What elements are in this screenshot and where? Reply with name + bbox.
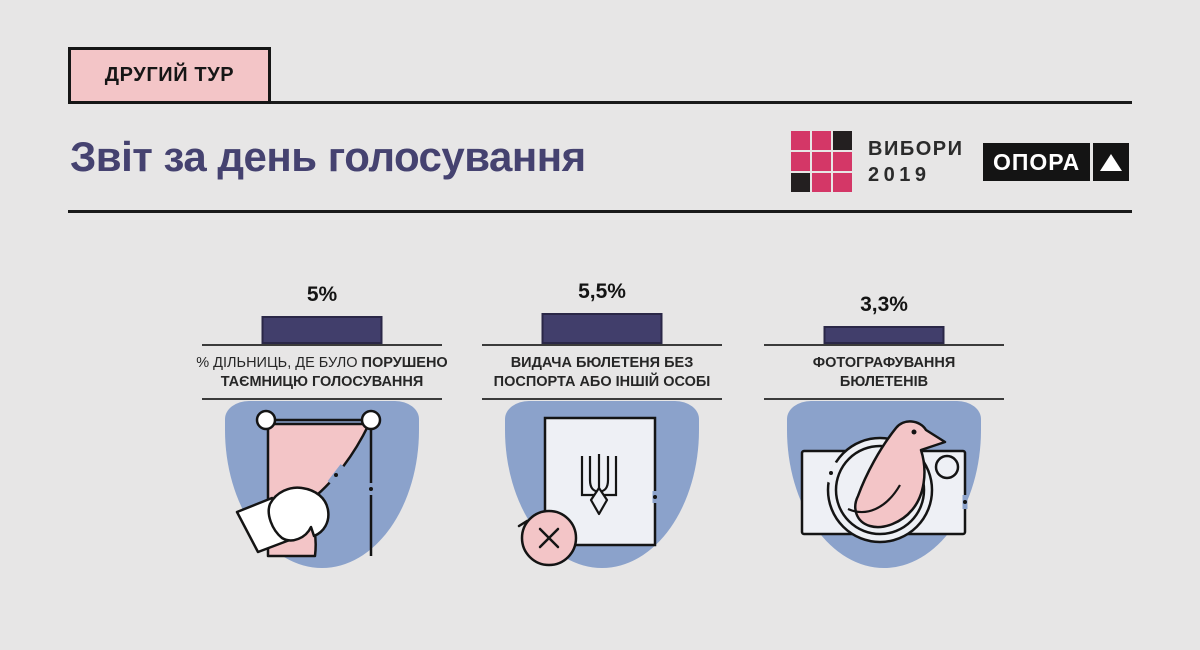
stat-column-ballot: 5,5% ВИДАЧА БЮЛЕТЕНЯ БЕЗ ПОСПОРТА АБО ІН… <box>482 280 722 590</box>
vybory-grid-cell <box>833 131 852 150</box>
opora-logo-label: ОПОРА <box>983 143 1091 181</box>
stat-value: 5,5% <box>578 280 626 303</box>
stat-column-photo: 3,3% ФОТОГРАФУВАННЯ БЮЛЕТЕНІВ <box>764 285 1004 590</box>
vybory-logo-text: ВИБОРИ 2019 <box>868 136 963 188</box>
top-divider <box>68 101 1132 104</box>
axis-line <box>202 344 442 346</box>
blue-arch <box>505 401 699 568</box>
vybory-grid-cell <box>812 152 831 171</box>
vybory-grid-cell <box>791 173 810 192</box>
header-divider <box>68 210 1132 213</box>
stat-caption: % ДІЛЬНИЦЬ, ДЕ БУЛО ПОРУШЕНО ТАЄМНИЦЮ ГО… <box>186 354 458 392</box>
bar-chart-photo: 3,3% <box>764 285 1004 344</box>
caption-bold: ПОРУШЕНО <box>361 355 448 371</box>
vybory-logo-line1: ВИБОРИ <box>868 137 964 160</box>
axis-line <box>764 344 1004 346</box>
bar-chart-ballot: 5,5% <box>482 280 722 344</box>
page-title: Звіт за день голосування <box>70 133 586 180</box>
stat-value: 5% <box>306 283 338 306</box>
stat-caption: ФОТОГРАФУВАННЯ БЮЛЕТЕНІВ <box>748 354 1020 392</box>
vybory-grid-cell <box>812 173 831 192</box>
opora-logo: ОПОРА <box>983 143 1130 181</box>
caption-divider <box>202 398 442 400</box>
vybory-2019-logo: ВИБОРИ 2019 <box>791 131 963 192</box>
caption-regular: % ДІЛЬНИЦЬ, ДЕ БУЛО <box>196 355 362 371</box>
axis-line <box>482 344 722 346</box>
stat-value: 3,3% <box>860 293 908 316</box>
vybory-grid-cell <box>833 173 852 192</box>
stat-caption: ВИДАЧА БЮЛЕТЕНЯ БЕЗ ПОСПОРТА АБО ІНШІЙ О… <box>466 354 738 392</box>
vybory-grid <box>791 131 852 192</box>
caption-bold: ФОТОГРАФУВАННЯ <box>812 355 956 371</box>
round-badge: ДРУГИЙ ТУР <box>68 47 271 104</box>
bar-chart-secrecy: 5% <box>202 283 442 344</box>
stat-bar <box>823 326 945 344</box>
caption-bold-line2: ПОСПОРТА АБО ІНШІЙ ОСОБІ <box>493 373 711 390</box>
opora-logo-mark <box>1093 143 1130 181</box>
blue-arch <box>787 401 981 568</box>
vybory-logo-year: 2019 <box>868 163 931 186</box>
triangle-up-icon <box>1100 153 1123 171</box>
caption-bold: ВИДАЧА БЮЛЕТЕНЯ БЕЗ <box>510 355 694 371</box>
vybory-grid-cell <box>812 131 831 150</box>
stat-bar <box>261 316 383 344</box>
blue-arch <box>225 401 419 568</box>
stat-column-secrecy: 5% % ДІЛЬНИЦЬ, ДЕ БУЛО ПОРУШЕНО ТАЄМНИЦЮ… <box>196 283 448 590</box>
vybory-grid-cell <box>833 152 852 171</box>
caption-bold-line2: БЮЛЕТЕНІВ <box>839 373 929 390</box>
vybory-grid-cell <box>791 152 810 171</box>
vybory-grid-cell <box>791 131 810 150</box>
caption-divider <box>764 398 1004 400</box>
caption-bold-line2: ТАЄМНИЦЮ ГОЛОСУВАННЯ <box>220 373 424 390</box>
stat-bar <box>541 313 663 344</box>
caption-divider <box>482 398 722 400</box>
